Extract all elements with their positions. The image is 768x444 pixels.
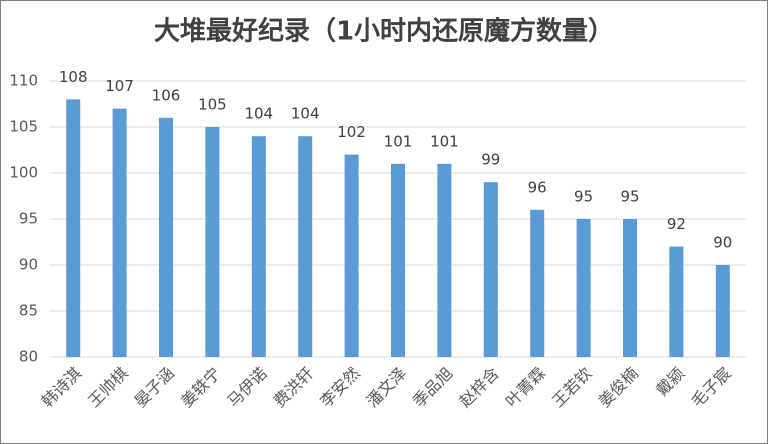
y-tick-label: 105 [9,118,38,136]
bar [669,246,684,357]
bar [66,99,81,358]
y-tick-label: 110 [9,72,38,90]
bar [391,163,405,357]
data-label: 106 [152,86,181,104]
bar [112,108,127,357]
data-label: 108 [59,68,88,86]
y-tick-label: 80 [19,348,38,366]
y-tick-label: 95 [19,210,38,228]
data-label: 102 [337,123,366,141]
data-label: 95 [620,188,639,206]
bar [576,219,591,357]
data-label: 104 [244,105,273,123]
data-label: 90 [713,234,732,252]
data-label: 95 [574,188,593,206]
data-label: 92 [667,215,686,233]
data-label: 107 [105,77,134,95]
bar [530,209,545,357]
data-label: 99 [481,151,500,169]
bar [205,127,220,357]
data-label: 104 [291,105,320,123]
bar [437,163,452,357]
bar [251,136,266,357]
data-label: 96 [528,178,547,196]
data-label: 101 [384,132,413,150]
bar [483,182,498,357]
bar [623,219,637,357]
bar [298,136,313,357]
y-tick-label: 85 [19,302,38,320]
y-tick-label: 100 [9,164,38,182]
bar [715,265,730,357]
bar [159,117,173,357]
y-tick-label: 90 [19,256,38,274]
chart-title: 大堆最好纪录（1小时内还原魔方数量） [154,16,614,47]
data-label: 101 [430,132,459,150]
data-label: 105 [198,96,227,114]
bar [344,154,359,357]
